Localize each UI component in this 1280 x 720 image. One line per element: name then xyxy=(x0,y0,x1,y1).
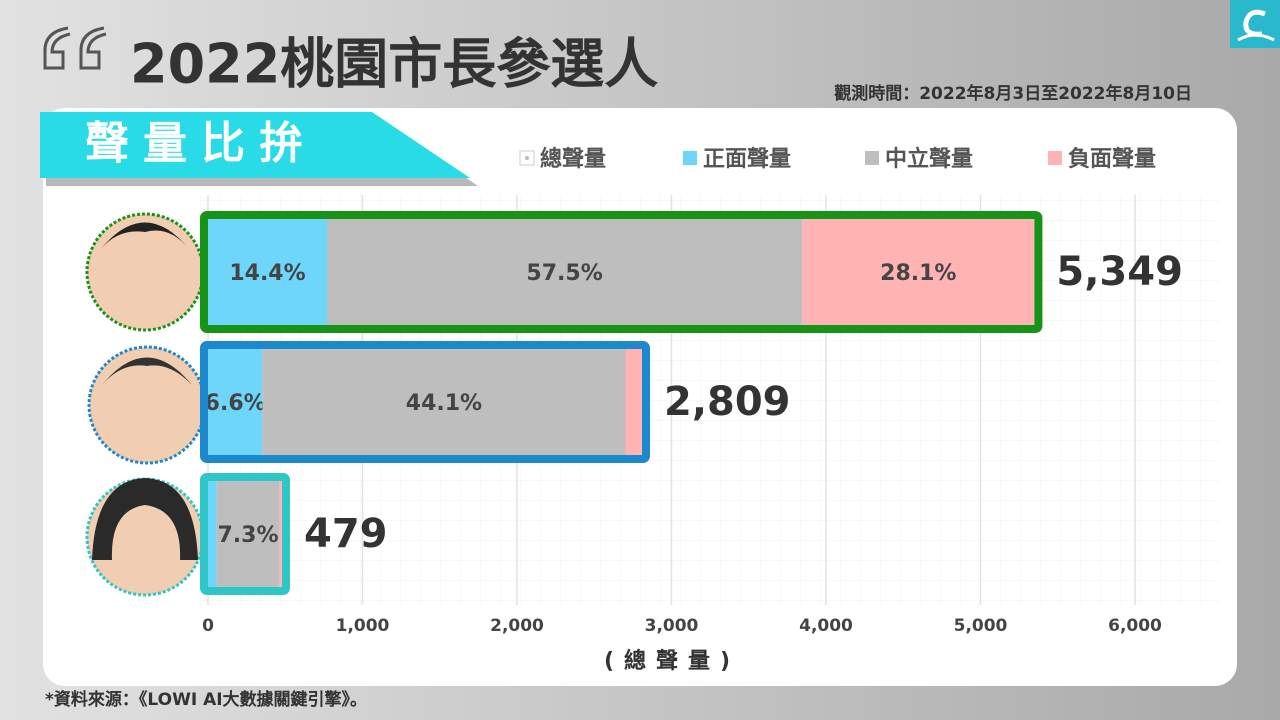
bar-segment xyxy=(279,481,283,587)
logo xyxy=(1230,0,1280,48)
legend-swatch xyxy=(865,151,879,165)
legend-swatch xyxy=(683,151,697,165)
bar-segment xyxy=(625,349,642,455)
bar-segment xyxy=(208,219,328,325)
bar-segment xyxy=(216,481,280,587)
value-label: 6.6% xyxy=(205,391,266,416)
x-tick-label: 1,000 xyxy=(336,616,390,636)
value-label: 57.5% xyxy=(526,261,602,286)
x-axis-title: (總聲量) xyxy=(604,648,740,674)
bar-segment xyxy=(208,349,263,455)
value-label: 7.3% xyxy=(218,523,279,548)
bar-segment xyxy=(327,219,803,325)
x-tick-label: 0 xyxy=(202,616,214,636)
bar-total xyxy=(200,341,650,463)
total-label: 479 xyxy=(304,511,388,557)
legend-label: 中立聲量 xyxy=(885,146,973,172)
bar-total xyxy=(200,473,291,595)
bar-segment xyxy=(208,481,217,587)
source-note: *資料來源：《LOWI AI大數據關鍵引擎》。 xyxy=(45,689,367,710)
total-label: 5,349 xyxy=(1056,249,1183,295)
bar-total xyxy=(200,211,1043,333)
legend-swatch xyxy=(1048,151,1062,165)
banner xyxy=(40,112,470,178)
avatars xyxy=(85,212,207,597)
chart-title: 2022桃園市長參選人 xyxy=(130,33,658,96)
x-tick-label: 3,000 xyxy=(645,616,699,636)
x-tick-label: 4,000 xyxy=(799,616,853,636)
value-label: 28.1% xyxy=(880,261,956,286)
legend-label: 負面聲量 xyxy=(1068,146,1156,172)
x-tick-label: 6,000 xyxy=(1108,616,1162,636)
banner-text: 聲量比拚 xyxy=(85,118,317,169)
subtitle: 觀測時間：2022年8月3日至2022年8月10日 xyxy=(834,83,1192,104)
total-label: 2,809 xyxy=(664,379,791,425)
x-tick-label: 2,000 xyxy=(490,616,544,636)
value-label: 44.1% xyxy=(406,391,482,416)
legend-swatch-dot xyxy=(525,156,529,160)
bar-segment xyxy=(802,219,1035,325)
legend-label: 總聲量 xyxy=(540,146,606,172)
value-label: 14.4% xyxy=(229,261,305,286)
quote-mark xyxy=(43,26,107,70)
legend-label: 正面聲量 xyxy=(703,147,791,172)
bar-segment xyxy=(262,349,626,455)
x-tick-label: 5,000 xyxy=(954,616,1008,636)
